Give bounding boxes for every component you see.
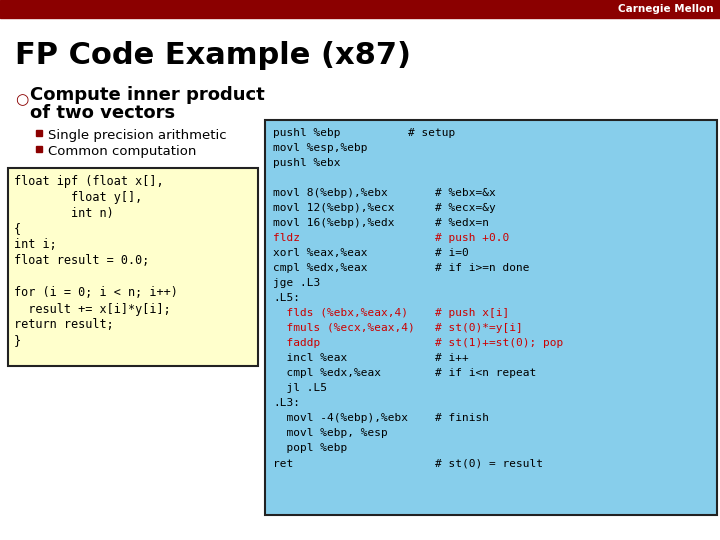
Text: cmpl %edx,%eax        # if i<n repeat: cmpl %edx,%eax # if i<n repeat [273, 368, 536, 378]
Bar [36, 146, 42, 152]
Text: for (i = 0; i < n; i++): for (i = 0; i < n; i++) [14, 287, 178, 300]
Text: int i;: int i; [14, 239, 57, 252]
Text: flds (%ebx,%eax,4)    # push x[i]: flds (%ebx,%eax,4) # push x[i] [273, 308, 509, 318]
Text: int n): int n) [14, 206, 114, 219]
Text: Single precision arithmetic: Single precision arithmetic [48, 129, 227, 141]
Text: movl 16(%ebp),%edx      # %edx=n: movl 16(%ebp),%edx # %edx=n [273, 218, 489, 228]
Text: return result;: return result; [14, 319, 114, 332]
Text: cmpl %edx,%eax          # if i>=n done: cmpl %edx,%eax # if i>=n done [273, 263, 529, 273]
Text: ○: ○ [15, 92, 28, 107]
Text: movl 8(%ebp),%ebx       # %ebx=&x: movl 8(%ebp),%ebx # %ebx=&x [273, 188, 496, 198]
Text: {: { [14, 222, 21, 235]
Text: float y[],: float y[], [14, 191, 143, 204]
Text: FP Code Example (x87): FP Code Example (x87) [15, 40, 411, 70]
Text: movl %ebp, %esp: movl %ebp, %esp [273, 428, 388, 438]
Text: xorl %eax,%eax          # i=0: xorl %eax,%eax # i=0 [273, 248, 469, 258]
Text: faddp                 # st(1)+=st(0); pop: faddp # st(1)+=st(0); pop [273, 338, 563, 348]
Bar [0, 0, 720, 18]
Text: jl .L5: jl .L5 [273, 383, 327, 393]
Bar [8, 168, 258, 366]
Text: incl %eax             # i++: incl %eax # i++ [273, 353, 469, 363]
Text: jge .L3: jge .L3 [273, 278, 320, 288]
Text: }: } [14, 334, 21, 348]
Text: result += x[i]*y[i];: result += x[i]*y[i]; [14, 302, 171, 315]
Text: fmuls (%ecx,%eax,4)   # st(0)*=y[i]: fmuls (%ecx,%eax,4) # st(0)*=y[i] [273, 323, 523, 333]
Text: movl 12(%ebp),%ecx      # %ecx=&y: movl 12(%ebp),%ecx # %ecx=&y [273, 203, 496, 213]
Text: Compute inner product: Compute inner product [30, 86, 265, 104]
Text: float ipf (float x[],: float ipf (float x[], [14, 174, 163, 187]
Text: popl %ebp: popl %ebp [273, 443, 347, 453]
Text: float result = 0.0;: float result = 0.0; [14, 254, 149, 267]
Text: .L3:: .L3: [273, 398, 300, 408]
Bar [265, 120, 717, 515]
Text: fldz                    # push +0.0: fldz # push +0.0 [273, 233, 509, 243]
Text: ret                     # st(0) = result: ret # st(0) = result [273, 458, 543, 468]
Text: pushl %ebx: pushl %ebx [273, 158, 341, 168]
Text: movl -4(%ebp),%ebx    # finish: movl -4(%ebp),%ebx # finish [273, 413, 489, 423]
Text: pushl %ebp          # setup: pushl %ebp # setup [273, 128, 455, 138]
Text: Common computation: Common computation [48, 145, 197, 158]
Text: Carnegie Mellon: Carnegie Mellon [618, 4, 714, 14]
Bar [36, 130, 42, 136]
Text: movl %esp,%ebp: movl %esp,%ebp [273, 143, 367, 153]
Text: of two vectors: of two vectors [30, 104, 175, 122]
Text: .L5:: .L5: [273, 293, 300, 303]
